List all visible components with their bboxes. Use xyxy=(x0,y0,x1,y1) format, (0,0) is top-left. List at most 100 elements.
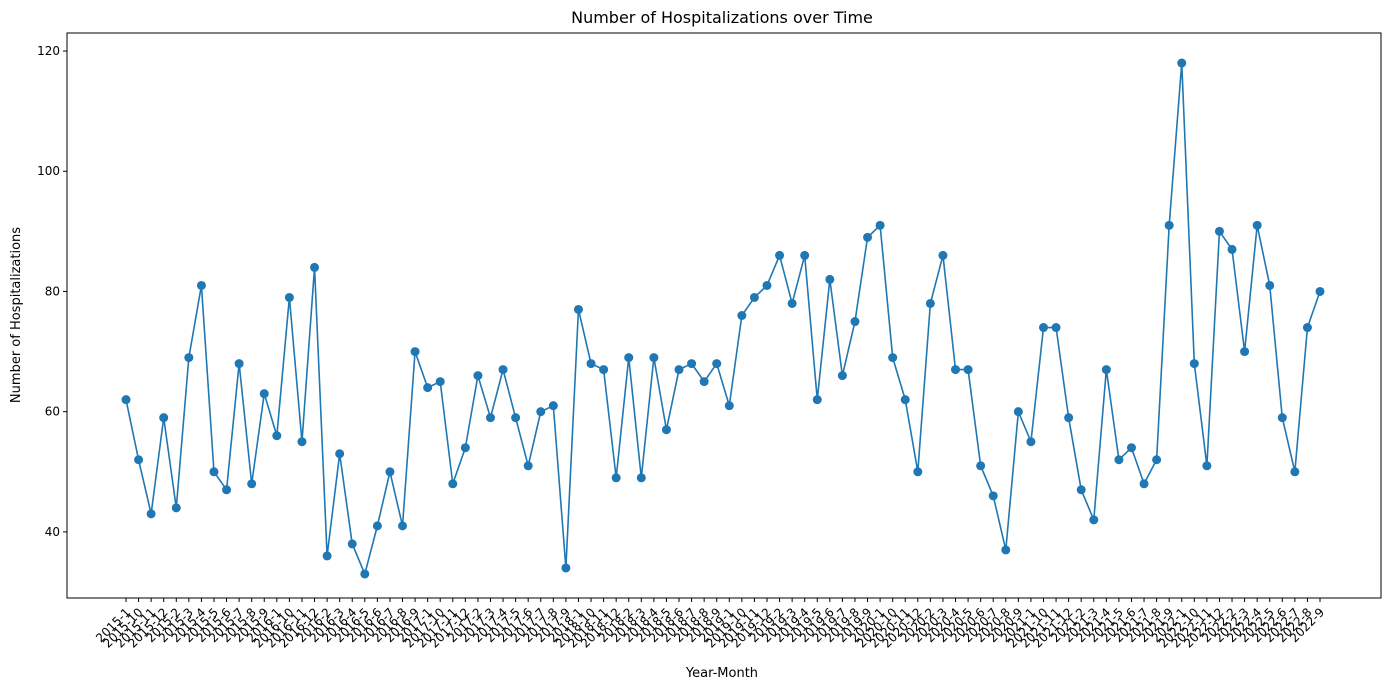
data-point xyxy=(1315,286,1325,296)
data-point xyxy=(988,491,998,501)
data-point xyxy=(1089,515,1099,525)
y-tick-label: 60 xyxy=(45,405,60,419)
x-axis-label: Year-Month xyxy=(685,666,758,681)
data-point xyxy=(800,250,810,260)
data-point xyxy=(284,292,294,302)
data-point xyxy=(1277,413,1287,423)
data-point xyxy=(724,401,734,411)
data-point xyxy=(900,395,910,405)
data-point xyxy=(850,317,860,327)
data-point xyxy=(825,274,835,284)
data-point xyxy=(196,280,206,290)
data-point xyxy=(611,473,621,483)
data-point xyxy=(485,413,495,423)
data-point xyxy=(812,395,822,405)
data-point xyxy=(1152,455,1162,465)
data-point xyxy=(863,232,873,242)
data-point xyxy=(398,521,408,531)
data-point xyxy=(599,365,609,375)
data-point xyxy=(1214,226,1224,236)
data-point xyxy=(322,551,332,561)
y-axis-label: Number of Hospitalizations xyxy=(9,227,24,403)
data-point xyxy=(1302,323,1312,333)
data-point xyxy=(498,365,508,375)
data-point xyxy=(925,298,935,308)
data-point xyxy=(687,359,697,369)
data-point xyxy=(1101,365,1111,375)
data-point xyxy=(335,449,345,459)
y-axis: 40 60 80 100 120 xyxy=(37,44,67,539)
data-point xyxy=(888,353,898,363)
data-point xyxy=(1038,323,1048,333)
x-axis: 2015-12015-102015-112015-122015-22015-32… xyxy=(93,598,1327,651)
data-point xyxy=(1164,220,1174,230)
plot-frame xyxy=(66,32,1382,599)
y-tick-label: 120 xyxy=(37,44,60,58)
data-point xyxy=(184,353,194,363)
data-point xyxy=(410,347,420,357)
data-point xyxy=(247,479,257,489)
data-point xyxy=(1240,347,1250,357)
data-point xyxy=(511,413,521,423)
data-point xyxy=(976,461,986,471)
chart-title: Number of Hospitalizations over Time xyxy=(571,8,873,27)
data-point xyxy=(938,250,948,260)
data-point xyxy=(624,353,634,363)
data-point xyxy=(561,563,571,573)
data-point xyxy=(473,371,483,381)
data-point xyxy=(448,479,458,489)
data-point xyxy=(259,389,269,399)
data-point xyxy=(1051,323,1061,333)
data-point xyxy=(1013,407,1023,417)
data-point xyxy=(636,473,646,483)
data-series xyxy=(121,58,1325,579)
data-point xyxy=(435,377,445,387)
data-point xyxy=(963,365,973,375)
data-point xyxy=(1064,413,1074,423)
data-point xyxy=(297,437,307,447)
data-point xyxy=(209,467,219,477)
data-point xyxy=(234,359,244,369)
series-line xyxy=(125,62,1321,575)
data-point xyxy=(159,413,169,423)
data-point xyxy=(146,509,156,519)
data-point xyxy=(1076,485,1086,495)
data-point xyxy=(712,359,722,369)
data-point xyxy=(548,401,558,411)
data-point xyxy=(460,443,470,453)
data-point xyxy=(1177,58,1187,68)
data-point xyxy=(573,304,583,314)
data-point xyxy=(423,383,433,393)
data-point xyxy=(875,220,885,230)
data-point xyxy=(749,292,759,302)
data-point xyxy=(523,461,533,471)
data-point xyxy=(536,407,546,417)
data-point xyxy=(222,485,232,495)
data-point xyxy=(737,311,747,320)
data-point xyxy=(347,539,357,549)
data-point xyxy=(134,455,144,465)
data-point xyxy=(586,359,596,369)
data-point xyxy=(649,353,659,363)
data-point xyxy=(1139,479,1149,489)
data-point xyxy=(385,467,395,477)
data-point xyxy=(372,521,382,531)
data-point xyxy=(787,298,797,308)
data-point xyxy=(310,262,320,272)
data-point xyxy=(775,250,785,260)
y-tick-label: 80 xyxy=(45,284,60,298)
data-point xyxy=(1202,461,1212,471)
data-point xyxy=(121,395,131,405)
data-point xyxy=(1189,359,1199,369)
data-point xyxy=(762,280,772,290)
y-tick-label: 40 xyxy=(45,525,60,539)
data-point xyxy=(661,425,671,435)
data-point xyxy=(1290,467,1300,477)
data-point xyxy=(272,431,282,441)
data-point xyxy=(171,503,181,513)
data-point xyxy=(1227,244,1237,254)
data-point xyxy=(699,377,709,387)
data-point xyxy=(1114,455,1124,465)
data-point xyxy=(360,569,370,579)
